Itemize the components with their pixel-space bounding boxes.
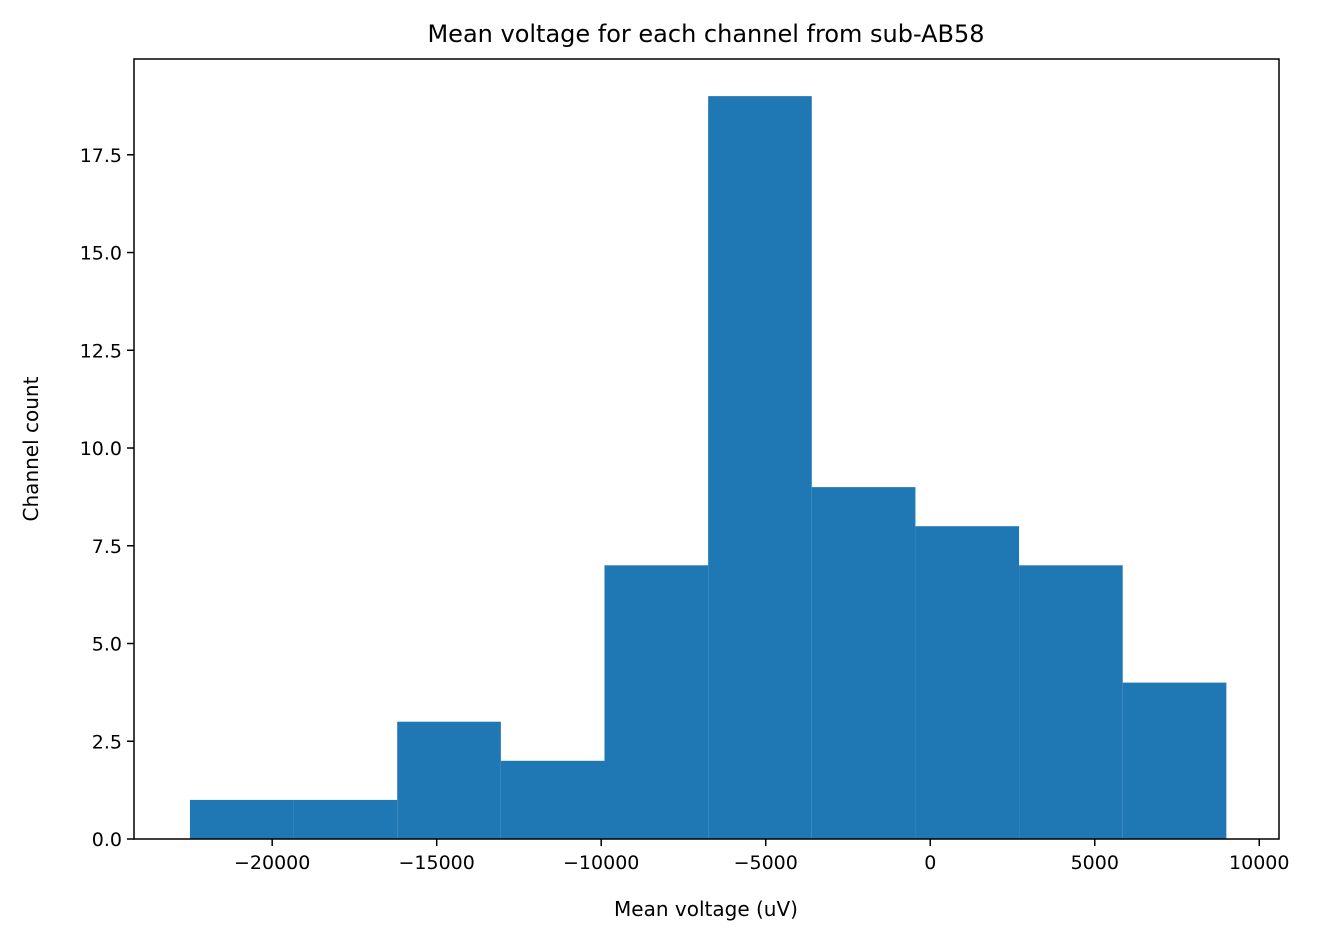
y-tick-label-6: 15.0 xyxy=(80,243,122,265)
histogram-bar-4 xyxy=(604,565,709,839)
histogram-bar-7 xyxy=(915,526,1020,839)
x-axis-ticks: −20000 −15000 −10000 −5000 0 5000 10000 xyxy=(234,839,1289,874)
y-tick-label-3: 7.5 xyxy=(92,536,122,558)
histogram-bar-0 xyxy=(189,799,294,839)
y-axis-label: Channel count xyxy=(19,376,43,521)
x-tick-label-5: 5000 xyxy=(1071,852,1119,874)
x-tick-label-6: 10000 xyxy=(1229,852,1289,874)
histogram-bar-8 xyxy=(1019,565,1123,839)
x-tick-label-4: 0 xyxy=(924,852,936,874)
y-axis-ticks: 0.0 2.5 5.0 7.5 10.0 12.5 15.0 17.5 xyxy=(80,145,134,851)
y-tick-label-1: 2.5 xyxy=(92,731,122,753)
x-tick-label-3: −5000 xyxy=(734,852,798,874)
histogram-bar-9 xyxy=(1122,682,1227,839)
histogram-bar-1 xyxy=(293,799,398,839)
x-axis-label: Mean voltage (uV) xyxy=(614,897,798,921)
x-tick-label-2: −10000 xyxy=(563,852,639,874)
histogram-bar-5 xyxy=(708,96,812,839)
plot-frame xyxy=(133,58,1280,840)
y-tick-label-5: 12.5 xyxy=(80,340,122,362)
x-tick-label-0: −20000 xyxy=(234,852,310,874)
y-tick-label-7: 17.5 xyxy=(80,145,122,167)
histogram-bar-3 xyxy=(500,760,605,839)
bars-group xyxy=(189,96,1227,839)
chart-title: Mean voltage for each channel from sub-A… xyxy=(427,20,984,48)
y-tick-label-0: 0.0 xyxy=(92,829,122,851)
y-tick-label-4: 10.0 xyxy=(80,438,122,460)
x-tick-label-1: −15000 xyxy=(399,852,475,874)
histogram-bar-2 xyxy=(397,721,501,839)
y-tick-label-2: 5.0 xyxy=(92,634,122,656)
histogram-bar-6 xyxy=(811,487,916,839)
